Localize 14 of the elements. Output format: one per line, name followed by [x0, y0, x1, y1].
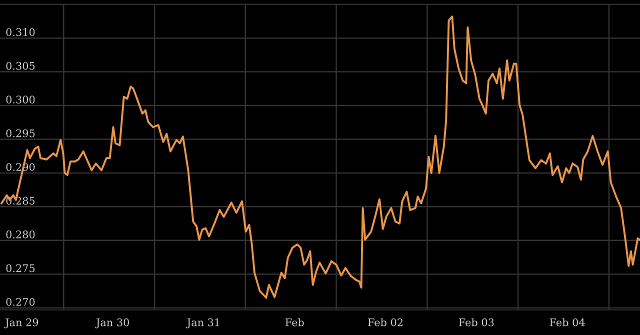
- y-tick-label: 0.270: [6, 298, 35, 306]
- y-tick-label: 0.295: [6, 129, 35, 138]
- x-tick-label: Feb 02: [368, 318, 403, 326]
- y-tick-label: 0.300: [6, 96, 35, 104]
- x-tick-label: Jan 30: [95, 318, 129, 328]
- y-tick-label: 0.280: [6, 230, 35, 238]
- x-tick-label: Feb 04: [550, 318, 585, 326]
- y-tick-label: 0.310: [6, 28, 35, 36]
- x-tick-label: Feb: [285, 318, 304, 326]
- x-tick-label: Jan 31: [186, 318, 220, 328]
- y-tick-label: 0.305: [6, 62, 35, 70]
- y-tick-label: 0.275: [6, 264, 35, 272]
- x-tick-label: Feb 03: [458, 318, 494, 326]
- x-tick-label: Jan 29: [4, 318, 38, 328]
